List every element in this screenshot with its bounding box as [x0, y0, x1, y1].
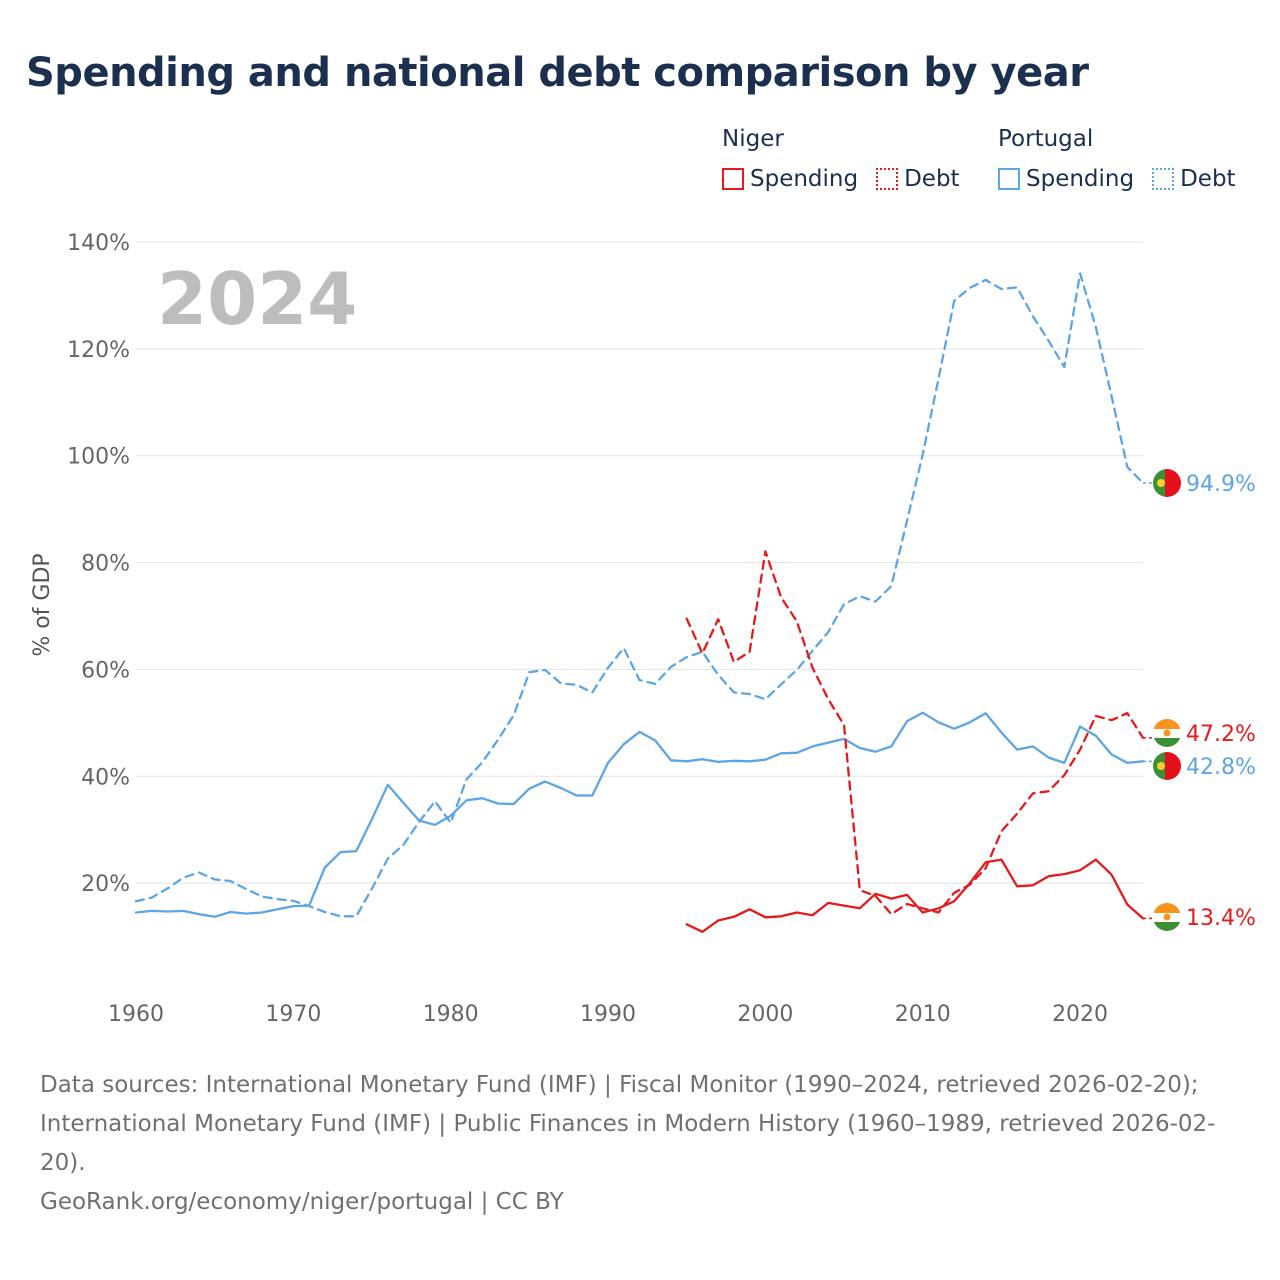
- x-tick-label: 2010: [895, 1002, 951, 1027]
- y-tick-label: 100%: [67, 445, 130, 470]
- x-tick-label: 2020: [1052, 1002, 1108, 1027]
- niger-flag-icon: [1153, 903, 1181, 931]
- y-tick-label: 60%: [81, 658, 130, 683]
- portugal-flag-icon: [1153, 752, 1181, 780]
- y-axis: 20% 40% 60% 80% 100% 120% 140%: [67, 231, 130, 897]
- x-axis: 1960 1970 1980 1990 2000 2010 2020: [108, 1002, 1108, 1027]
- legend-label: Debt: [904, 166, 960, 192]
- end-label-portugal-debt: 94.9%: [1186, 472, 1256, 497]
- x-tick-label: 1980: [423, 1002, 479, 1027]
- dotted-line-swatch-icon: [1152, 168, 1175, 190]
- footer: Data sources: International Monetary Fun…: [40, 1066, 1240, 1222]
- dotted-line-swatch-icon: [876, 168, 899, 190]
- series-lines: [134, 272, 1152, 933]
- y-tick-label: 80%: [81, 552, 130, 577]
- line-chart: 20% 40% 60% 80% 100% 120% 140% 1960 1970 1980 199…: [30, 231, 1256, 1027]
- year-watermark: 2024: [157, 257, 357, 341]
- x-tick-label: 1970: [265, 1002, 321, 1027]
- legend-label: Spending: [750, 166, 859, 192]
- y-axis-label: % of GDP: [30, 553, 55, 656]
- legend-label: Spending: [1026, 166, 1135, 192]
- series-line-portugal-spending: [134, 711, 1145, 918]
- end-label-portugal-spending: 42.8%: [1186, 755, 1256, 780]
- data-sources: Data sources: International Monetary Fun…: [40, 1072, 1216, 1176]
- niger-flag-icon: [1153, 719, 1181, 747]
- y-tick-label: 120%: [67, 338, 130, 363]
- page-title: Spending and national debt comparison by…: [26, 50, 1089, 96]
- solid-line-swatch-icon: [998, 168, 1020, 190]
- x-tick-label: 1960: [108, 1002, 164, 1027]
- legend-group-portugal: Portugal Spending Debt: [998, 124, 1254, 192]
- legend-item-niger-debt[interactable]: Debt: [876, 166, 960, 192]
- y-tick-label: 20%: [81, 872, 130, 897]
- portugal-flag-icon: [1153, 469, 1181, 497]
- legend-label: Debt: [1180, 166, 1236, 192]
- x-tick-label: 2000: [737, 1002, 793, 1027]
- series-line-niger-spending: [685, 858, 1145, 933]
- x-tick-label: 1990: [580, 1002, 636, 1027]
- series-line-portugal-debt: [134, 272, 1145, 918]
- end-label-niger-spending: 13.4%: [1186, 906, 1256, 931]
- legend-group-title: Niger: [722, 126, 784, 152]
- legend-group-niger: Niger Spending Debt: [722, 124, 978, 192]
- y-tick-label: 40%: [81, 765, 130, 790]
- legend-group-title: Portugal: [998, 126, 1094, 152]
- legend-item-portugal-debt[interactable]: Debt: [1152, 166, 1236, 192]
- credit-link[interactable]: GeoRank.org/economy/niger/portugal | CC …: [40, 1189, 564, 1215]
- gridlines: [136, 241, 1143, 884]
- legend-item-portugal-spending[interactable]: Spending: [998, 166, 1134, 192]
- legend-item-niger-spending[interactable]: Spending: [722, 166, 858, 192]
- y-tick-label: 140%: [67, 231, 130, 256]
- end-label-niger-debt: 47.2%: [1186, 722, 1256, 747]
- series-line-niger-debt: [685, 550, 1145, 916]
- solid-line-swatch-icon: [722, 168, 744, 190]
